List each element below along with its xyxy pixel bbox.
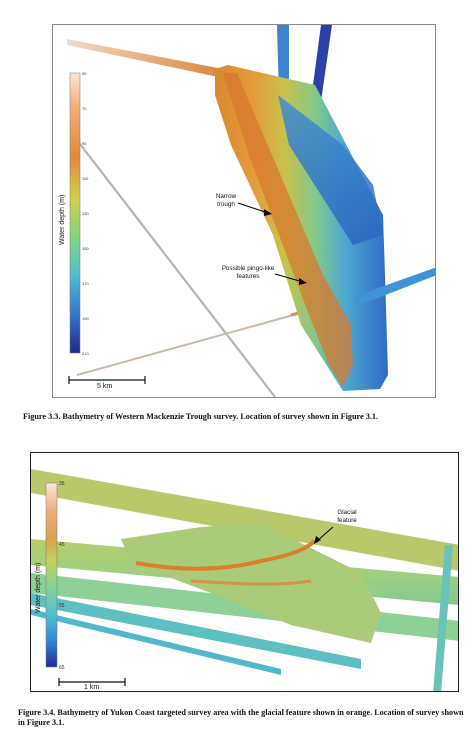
glacial-feature bbox=[190, 579, 312, 586]
survey-line-right bbox=[353, 267, 435, 306]
depth-colorbar bbox=[69, 72, 81, 354]
colorbar-axis-label: Water depth (m) bbox=[35, 562, 42, 613]
colorbar-tick-label: 150 bbox=[82, 246, 89, 251]
track-line bbox=[76, 308, 316, 376]
colorbar-tick-label: 110 bbox=[82, 176, 89, 181]
arrow-icon bbox=[264, 209, 272, 216]
colorbar-tick-label: 190 bbox=[82, 316, 89, 321]
figure-3-4-caption: Figure 3.4. Bathymetry of Yukon Coast ta… bbox=[18, 708, 464, 727]
figure-3-3-bathymetry-map: Water depth (m) 50 70 90 110 130 150 170 190 210… bbox=[52, 24, 436, 398]
colorbar-tick-label: 170 bbox=[82, 281, 89, 286]
colorbar-tick-label: 45 bbox=[59, 541, 65, 548]
colorbar-tick-label: 130 bbox=[82, 211, 89, 216]
colorbar-tick-label: 90 bbox=[82, 141, 87, 146]
figure-3-4-bathymetry-map: Water depth (m) 35 45 55 65 Glacial feature… bbox=[30, 452, 459, 692]
pingo-features-annotation: Possible pingo-like features bbox=[221, 265, 275, 280]
arrow-icon bbox=[299, 278, 307, 285]
yukon-coast-map bbox=[31, 469, 458, 691]
survey-band bbox=[31, 609, 281, 675]
mackenzie-trough-map bbox=[67, 25, 435, 397]
colorbar-tick-label: 35 bbox=[59, 480, 65, 487]
colorbar-tick-label: 50 bbox=[82, 71, 87, 76]
deep-swath-block bbox=[278, 95, 383, 245]
survey-band bbox=[433, 545, 453, 691]
colorbar-tick-label: 210 bbox=[82, 351, 89, 356]
survey-line-top bbox=[67, 39, 223, 78]
scale-bar-label: 1 km bbox=[84, 684, 100, 691]
figure-3-3-caption: Figure 3.3. Bathymetry of Western Macken… bbox=[23, 412, 379, 421]
colorbar-axis-label: Water depth (m) bbox=[59, 194, 66, 245]
survey-band bbox=[31, 593, 361, 669]
trough-axis bbox=[223, 73, 353, 387]
survey-band bbox=[31, 469, 458, 571]
depth-colorbar bbox=[45, 482, 58, 668]
glacial-feature-annotation: Glacial feature bbox=[337, 509, 357, 524]
narrow-trough-annotation: Narrow trough bbox=[215, 193, 237, 208]
colorbar-tick-label: 70 bbox=[82, 106, 87, 111]
arrow-icon bbox=[314, 536, 321, 544]
colorbar-tick-label: 55 bbox=[59, 603, 65, 610]
track-line bbox=[72, 134, 276, 397]
glacial-feature bbox=[135, 539, 317, 571]
scale-bar-label: 5 km bbox=[97, 383, 113, 390]
colorbar-tick-label: 65 bbox=[59, 664, 65, 671]
